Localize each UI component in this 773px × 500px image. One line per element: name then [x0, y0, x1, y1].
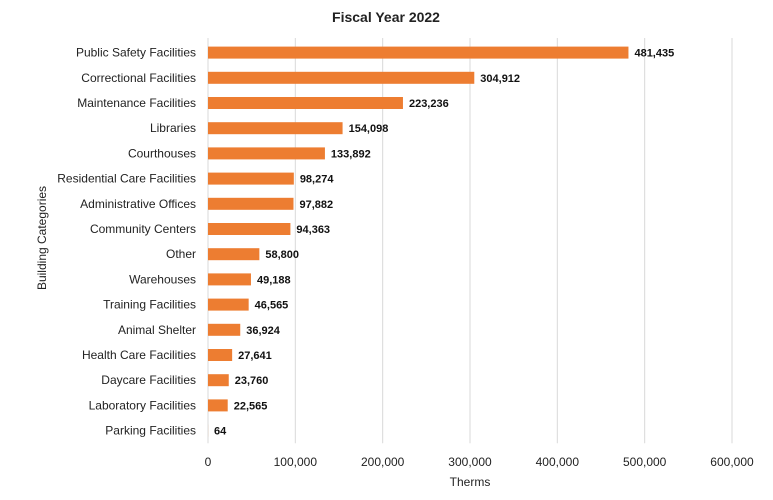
bar: [208, 223, 291, 235]
x-tick-label: 300,000: [448, 455, 492, 469]
value-label: 304,912: [480, 73, 520, 85]
bar: [208, 97, 403, 109]
bar: [208, 71, 475, 84]
x-axis-title: Therms: [450, 475, 491, 489]
bar: [208, 323, 241, 336]
value-labels: 481,435 304,912 223,236 154,098 133,892 98,27…: [214, 48, 674, 438]
value-label: 223,236: [409, 98, 449, 110]
category-label: Parking Facilities: [105, 424, 196, 438]
bar: [208, 122, 343, 135]
category-labels: Public Safety Facilities Correctional Fac…: [57, 46, 196, 438]
bar: [208, 172, 294, 185]
category-label: Daycare Facilities: [101, 373, 196, 387]
x-tick-labels: 0 100,000 200,000 300,000 400,000 500,000 600,…: [205, 455, 754, 469]
category-label: Residential Care Facilities: [57, 172, 196, 186]
x-tick-label: 0: [205, 455, 212, 469]
category-label: Courthouses: [128, 146, 196, 160]
category-label: Libraries: [150, 121, 196, 135]
category-label: Correctional Facilities: [81, 71, 196, 85]
value-label: 27,641: [238, 350, 272, 362]
value-label: 97,882: [299, 199, 333, 211]
x-tick-label: 600,000: [710, 455, 754, 469]
value-label: 49,188: [257, 274, 291, 286]
value-label: 36,924: [246, 325, 281, 337]
bar: [208, 46, 629, 59]
bar: [208, 349, 233, 361]
value-label: 481,435: [634, 48, 674, 60]
value-label: 23,760: [235, 375, 269, 387]
bar: [208, 399, 228, 412]
category-label: Other: [166, 247, 196, 261]
x-tick-label: 100,000: [274, 455, 318, 469]
value-label: 22,565: [234, 400, 268, 412]
value-label: 58,800: [265, 249, 299, 261]
category-label: Animal Shelter: [118, 323, 196, 337]
bar: [208, 147, 325, 160]
bar: [208, 374, 229, 387]
y-axis-title: Building Categories: [35, 186, 49, 290]
category-label: Maintenance Facilities: [77, 96, 196, 110]
category-label: Public Safety Facilities: [76, 46, 196, 60]
category-label: Training Facilities: [103, 298, 196, 312]
value-label: 98,274: [300, 174, 335, 186]
chart-title: Fiscal Year 2022: [332, 9, 440, 25]
bar: [208, 248, 260, 261]
bars: [208, 46, 629, 437]
value-label: 94,363: [296, 224, 330, 236]
value-label: 154,098: [349, 123, 389, 135]
category-label: Laboratory Facilities: [89, 398, 196, 412]
x-tick-label: 200,000: [361, 455, 405, 469]
value-label: 133,892: [331, 148, 371, 160]
bar: [208, 197, 294, 210]
x-tick-label: 500,000: [623, 455, 667, 469]
bar: [208, 273, 251, 286]
category-label: Community Centers: [90, 222, 196, 236]
category-label: Administrative Offices: [80, 197, 196, 211]
bar: [208, 298, 249, 311]
category-label: Warehouses: [129, 272, 196, 286]
value-label: 64: [214, 426, 227, 438]
value-label: 46,565: [255, 300, 289, 312]
x-tick-label: 400,000: [536, 455, 580, 469]
category-label: Health Care Facilities: [82, 348, 196, 362]
